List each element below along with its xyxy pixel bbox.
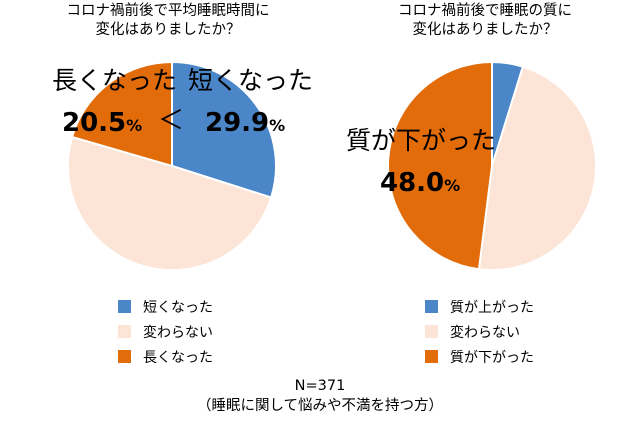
legend-item: 変わらない [425,319,534,344]
pie-slice-left-2 [70,60,173,168]
legend-swatch-peach [118,325,131,338]
legend-label: 短くなった [143,299,213,316]
left-pie-short-value-number: 29.9 [205,108,270,138]
left-pie-long-value-number: 20.5 [62,108,127,138]
legend-item: 短くなった [118,294,213,319]
left-pie [67,60,277,272]
comparison-symbol: ＜ [158,106,185,136]
pie-slice-left-0 [171,60,277,199]
left-pie-long-value-unit: % [126,116,143,135]
legend-label: 質が上がった [450,299,534,316]
left-legend: 短くなった 変わらない 長くなった [118,294,213,369]
right-chart-title: コロナ禍前後で睡眠の質に 変化はありましたか？ [398,3,572,38]
left-pie-long-label: 長くなった [52,66,178,95]
right-pie-lower-value: 48.0% [380,170,460,196]
right-pie-lower-label: 質が下がった [346,126,497,155]
legend-label: 長くなった [143,349,213,366]
legend-label: 質が下がった [450,349,534,366]
right-pie-lower-value-unit: % [444,176,461,195]
sample-size: N=371 [294,378,346,394]
legend-label: 変わらない [450,324,520,341]
left-pie-short-label: 短くなった [188,66,314,95]
left-pie-long-value: 20.5% [62,110,142,136]
left-pie-short-value: 29.9% [205,110,285,136]
legend-item: 変わらない [118,319,213,344]
legend-swatch-orange [425,350,438,363]
legend-swatch-orange [118,350,131,363]
pie-slice-right-1 [477,65,598,271]
left-chart-title: コロナ禍前後で平均睡眠時間に 変化はありましたか？ [66,3,270,38]
right-pie-lower-value-number: 48.0 [380,168,445,198]
respondent-note: （睡眠に関して悩みや不満を持つ方） [196,398,444,414]
pie-slice-right-2 [387,60,493,271]
legend-item: 長くなった [118,344,213,369]
pie-slice-left-1 [67,135,273,272]
legend-swatch-blue [425,300,438,313]
legend-item: 質が上がった [425,294,534,319]
legend-swatch-blue [118,300,131,313]
legend-swatch-peach [425,325,438,338]
right-pie [387,60,598,271]
legend-label: 変わらない [143,324,213,341]
footer: N=371 （睡眠に関して悩みや不満を持つ方） [0,376,640,416]
legend-item: 質が下がった [425,344,534,369]
right-legend: 質が上がった 変わらない 質が下がった [425,294,534,369]
left-pie-short-value-unit: % [269,116,286,135]
